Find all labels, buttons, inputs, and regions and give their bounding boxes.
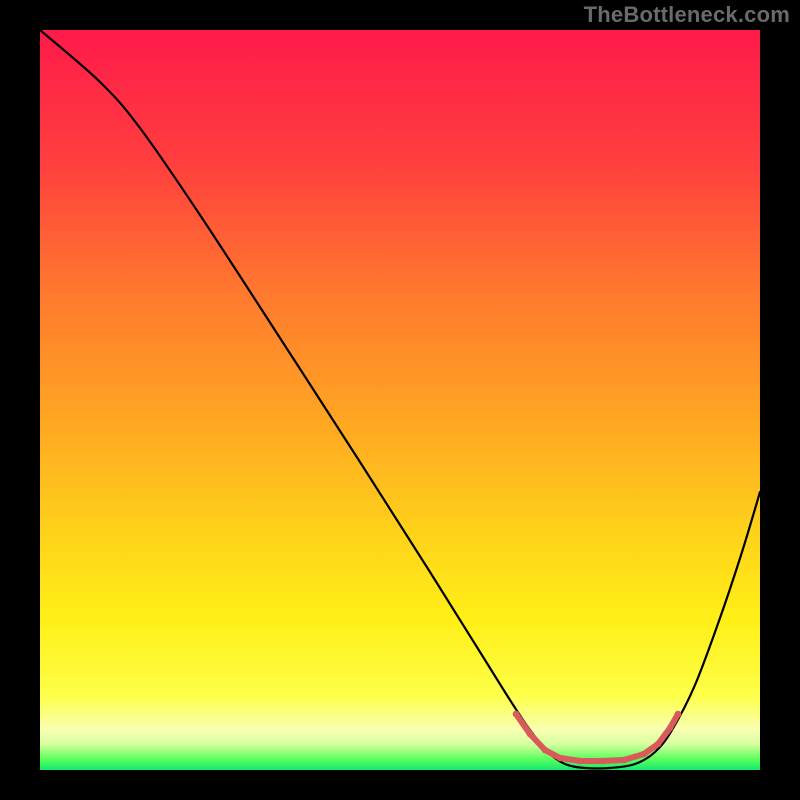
- chart-wrapper: TheBottleneck.com: [0, 0, 800, 800]
- gradient-plot-area: [40, 30, 760, 770]
- bottleneck-curve-chart: [0, 0, 800, 800]
- watermark-text: TheBottleneck.com: [584, 2, 790, 28]
